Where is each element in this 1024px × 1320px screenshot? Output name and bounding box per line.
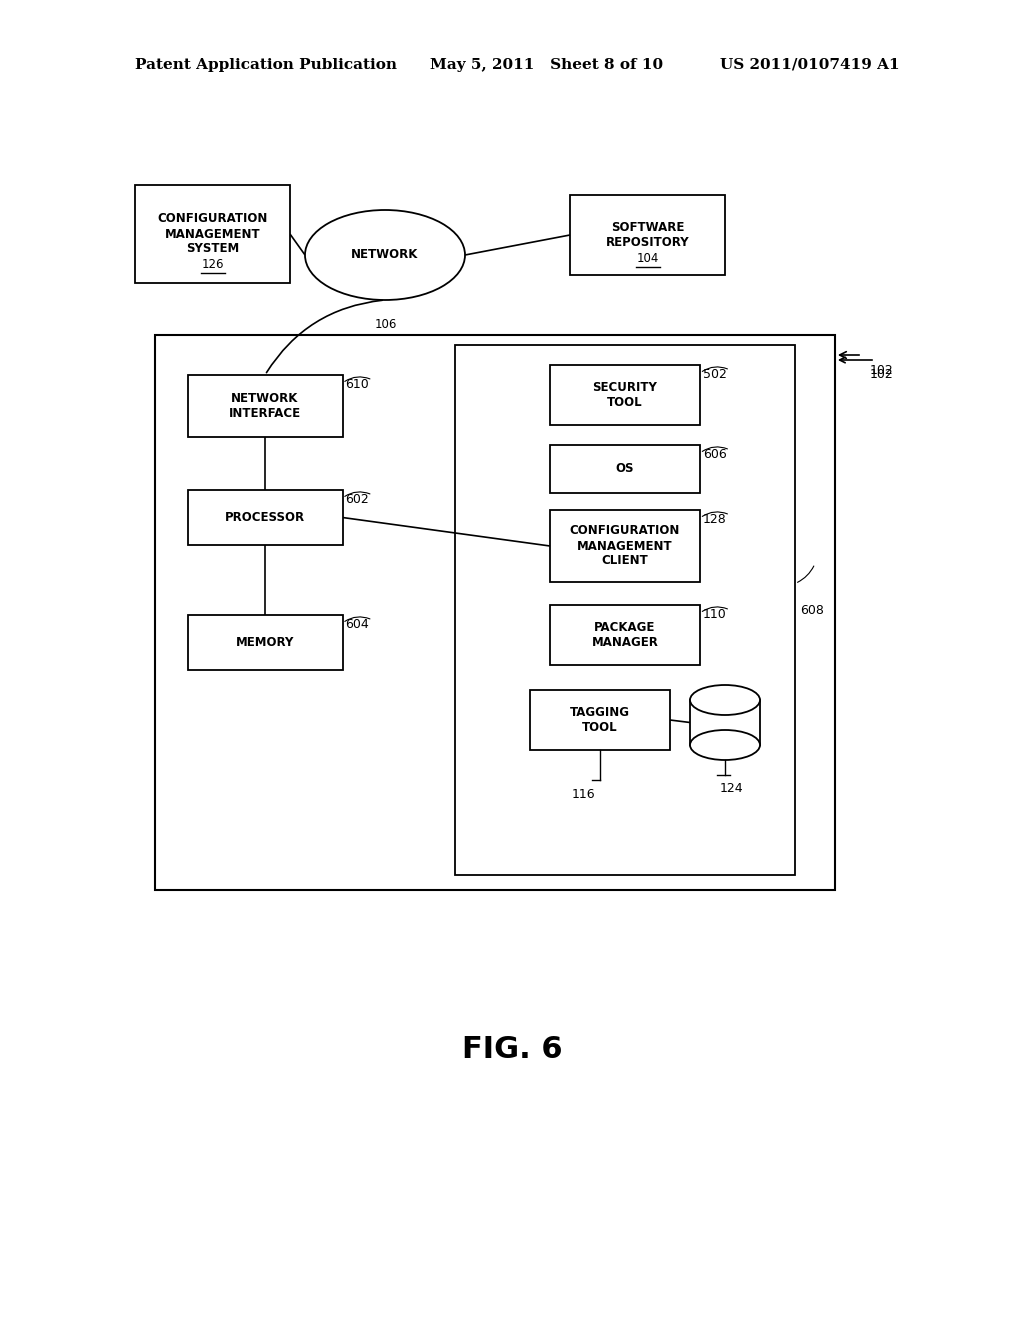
Bar bbox=[135, 185, 290, 282]
Text: OS: OS bbox=[615, 462, 634, 475]
Text: 502: 502 bbox=[703, 368, 727, 381]
Bar bbox=[530, 690, 670, 750]
Bar bbox=[187, 615, 342, 671]
Bar bbox=[187, 490, 342, 545]
Text: 102: 102 bbox=[870, 368, 894, 381]
Bar bbox=[550, 510, 700, 582]
Text: 606: 606 bbox=[703, 447, 727, 461]
Text: 116: 116 bbox=[571, 788, 595, 801]
Ellipse shape bbox=[305, 210, 465, 300]
Bar bbox=[570, 195, 725, 275]
Bar bbox=[550, 605, 700, 665]
Text: PACKAGE
MANAGER: PACKAGE MANAGER bbox=[592, 620, 658, 649]
Text: 610: 610 bbox=[345, 378, 370, 391]
Ellipse shape bbox=[690, 730, 760, 760]
Text: TAGGING
TOOL: TAGGING TOOL bbox=[570, 706, 630, 734]
Text: 104: 104 bbox=[636, 252, 658, 265]
Bar bbox=[455, 345, 795, 875]
Text: Patent Application Publication: Patent Application Publication bbox=[135, 58, 397, 73]
Text: 106: 106 bbox=[375, 318, 397, 331]
Text: CONFIGURATION
MANAGEMENT
CLIENT: CONFIGURATION MANAGEMENT CLIENT bbox=[569, 524, 680, 568]
Text: 126: 126 bbox=[202, 259, 224, 272]
Text: CONFIGURATION
MANAGEMENT
SYSTEM: CONFIGURATION MANAGEMENT SYSTEM bbox=[158, 213, 267, 256]
Text: May 5, 2011   Sheet 8 of 10: May 5, 2011 Sheet 8 of 10 bbox=[430, 58, 664, 73]
Text: 608: 608 bbox=[800, 603, 824, 616]
Text: NETWORK: NETWORK bbox=[351, 248, 419, 261]
Text: SOFTWARE
REPOSITORY: SOFTWARE REPOSITORY bbox=[605, 220, 689, 249]
Text: 128: 128 bbox=[703, 513, 727, 525]
Text: 602: 602 bbox=[345, 492, 370, 506]
Bar bbox=[550, 366, 700, 425]
Bar bbox=[155, 335, 835, 890]
Text: 124: 124 bbox=[720, 781, 743, 795]
Text: MEMORY: MEMORY bbox=[236, 636, 294, 649]
Bar bbox=[690, 700, 760, 744]
Bar bbox=[550, 445, 700, 492]
Text: 102: 102 bbox=[870, 363, 894, 376]
Text: SECURITY
TOOL: SECURITY TOOL bbox=[593, 381, 657, 409]
Text: FIG. 6: FIG. 6 bbox=[462, 1035, 562, 1064]
Bar bbox=[187, 375, 342, 437]
Text: NETWORK
INTERFACE: NETWORK INTERFACE bbox=[229, 392, 301, 420]
Text: 604: 604 bbox=[345, 618, 370, 631]
Text: PROCESSOR: PROCESSOR bbox=[225, 511, 305, 524]
Ellipse shape bbox=[690, 685, 760, 715]
Text: 110: 110 bbox=[703, 609, 727, 620]
Text: US 2011/0107419 A1: US 2011/0107419 A1 bbox=[720, 58, 900, 73]
